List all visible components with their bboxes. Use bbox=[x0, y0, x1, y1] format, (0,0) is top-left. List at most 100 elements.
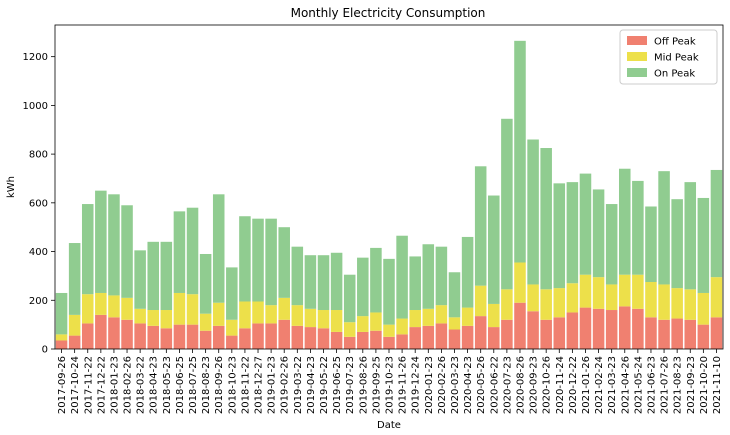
bar-on-peak-2017-10-24 bbox=[68, 243, 81, 315]
legend-swatch-mid-peak bbox=[627, 52, 647, 61]
x-tick-label: 2020-05-26 bbox=[476, 356, 487, 414]
x-tick-label: 2021-04-26 bbox=[620, 356, 631, 414]
x-tick-label: 2019-01-23 bbox=[267, 356, 278, 414]
x-tick-label: 2021-02-24 bbox=[594, 356, 605, 414]
legend-label-on-peak: On Peak bbox=[654, 69, 695, 80]
bar-off-peak-2021-11-10 bbox=[710, 317, 723, 349]
x-tick-label: 2019-07-23 bbox=[345, 356, 356, 414]
bar-mid-peak-2021-03-23 bbox=[605, 284, 618, 311]
bar-mid-peak-2020-01-23 bbox=[422, 308, 435, 326]
bar-off-peak-2021-08-23 bbox=[671, 318, 683, 349]
bar-off-peak-2019-07-23 bbox=[343, 336, 356, 349]
bar-off-peak-2021-06-23 bbox=[645, 317, 657, 349]
x-tick-label: 2020-02-26 bbox=[437, 356, 448, 414]
bar-mid-peak-2018-01-23 bbox=[108, 295, 120, 318]
bar-mid-peak-2021-05-24 bbox=[632, 274, 644, 309]
bar-off-peak-2021-09-23 bbox=[684, 319, 697, 349]
legend-swatch-on-peak bbox=[627, 68, 647, 77]
bar-mid-peak-2020-08-26 bbox=[514, 262, 526, 303]
bar-mid-peak-2020-03-23 bbox=[448, 317, 461, 330]
bar-off-peak-2020-10-26 bbox=[540, 319, 552, 349]
x-tick-label: 2020-01-23 bbox=[424, 356, 435, 414]
bar-off-peak-2019-12-24 bbox=[409, 327, 421, 349]
bar-mid-peak-2019-09-25 bbox=[370, 312, 382, 331]
bar-off-peak-2021-05-24 bbox=[632, 308, 644, 349]
x-axis-label: Date bbox=[377, 420, 401, 431]
bar-off-peak-2021-10-20 bbox=[697, 324, 710, 349]
bar-on-peak-2017-11-22 bbox=[81, 204, 94, 295]
bar-off-peak-2018-11-22 bbox=[239, 328, 251, 349]
x-tick-label: 2017-11-22 bbox=[83, 356, 94, 414]
bar-mid-peak-2019-04-23 bbox=[304, 308, 317, 328]
bar-on-peak-2018-05-23 bbox=[160, 241, 173, 311]
bar-mid-peak-2020-10-26 bbox=[540, 289, 552, 320]
bar-mid-peak-2018-08-23 bbox=[199, 313, 212, 331]
bar-on-peak-2019-05-22 bbox=[317, 255, 330, 311]
y-tick-label: 1000 bbox=[23, 101, 48, 112]
bar-off-peak-2019-11-26 bbox=[396, 334, 408, 349]
bar-mid-peak-2021-08-23 bbox=[671, 288, 683, 319]
bar-on-peak-2020-10-26 bbox=[540, 148, 552, 290]
bar-off-peak-2021-03-23 bbox=[605, 310, 618, 349]
x-tick-label: 2021-08-23 bbox=[673, 356, 684, 414]
x-tick-label: 2021-09-23 bbox=[686, 356, 697, 414]
bar-mid-peak-2020-02-26 bbox=[435, 305, 448, 324]
bar-on-peak-2018-06-25 bbox=[173, 211, 186, 293]
bar-mid-peak-2021-06-23 bbox=[645, 282, 657, 318]
bar-on-peak-2018-01-23 bbox=[108, 194, 120, 296]
bar-mid-peak-2017-09-26 bbox=[55, 334, 68, 341]
x-tick-label: 2018-09-26 bbox=[214, 356, 225, 414]
x-tick-label: 2019-12-24 bbox=[411, 356, 422, 414]
bar-on-peak-2017-12-22 bbox=[95, 190, 107, 293]
bar-on-peak-2021-09-23 bbox=[684, 182, 697, 290]
bar-mid-peak-2019-02-26 bbox=[278, 297, 290, 320]
x-tick-label: 2020-10-26 bbox=[542, 356, 553, 414]
plot-frame bbox=[54, 24, 724, 350]
bar-off-peak-2020-02-26 bbox=[435, 323, 448, 349]
bar-mid-peak-2020-06-22 bbox=[488, 303, 500, 328]
bar-on-peak-2020-02-26 bbox=[435, 246, 448, 306]
bar-mid-peak-2020-12-22 bbox=[566, 283, 579, 313]
x-tick-label: 2021-11-10 bbox=[712, 356, 723, 414]
bar-mid-peak-2019-07-23 bbox=[343, 322, 356, 337]
bar-on-peak-2019-03-22 bbox=[291, 246, 304, 306]
bar-on-peak-2021-11-10 bbox=[710, 169, 723, 278]
bar-off-peak-2020-11-24 bbox=[553, 317, 566, 349]
bar-mid-peak-2018-10-23 bbox=[226, 319, 238, 336]
bar-off-peak-2020-05-26 bbox=[474, 316, 487, 349]
bar-off-peak-2018-01-23 bbox=[108, 317, 120, 349]
bar-on-peak-2020-12-22 bbox=[566, 182, 579, 284]
bar-mid-peak-2019-05-22 bbox=[317, 310, 330, 329]
legend-label-off-peak: Off Peak bbox=[654, 37, 696, 48]
x-tick-label: 2021-03-23 bbox=[607, 356, 618, 414]
x-tick-label: 2019-05-22 bbox=[319, 356, 330, 414]
bar-mid-peak-2018-09-26 bbox=[212, 302, 225, 326]
bar-mid-peak-2019-01-23 bbox=[265, 305, 277, 324]
bar-off-peak-2018-09-26 bbox=[212, 325, 225, 349]
bar-off-peak-2017-09-26 bbox=[55, 340, 68, 349]
bar-off-peak-2018-07-25 bbox=[186, 324, 199, 349]
bar-on-peak-2021-08-23 bbox=[671, 199, 683, 289]
bar-off-peak-2019-01-23 bbox=[265, 323, 277, 349]
legend: Off Peak Mid Peak On Peak bbox=[619, 29, 718, 85]
bar-on-peak-2020-05-26 bbox=[474, 166, 487, 286]
bar-on-peak-2018-10-23 bbox=[226, 267, 238, 320]
bar-on-peak-2019-02-26 bbox=[278, 227, 290, 298]
bar-mid-peak-2019-06-25 bbox=[330, 310, 343, 332]
bar-mid-peak-2021-09-23 bbox=[684, 289, 697, 320]
bar-mid-peak-2019-10-23 bbox=[383, 324, 395, 337]
bar-on-peak-2020-09-23 bbox=[527, 139, 539, 285]
bar-on-peak-2018-08-23 bbox=[199, 253, 212, 314]
bar-off-peak-2019-06-25 bbox=[330, 331, 343, 349]
x-tick-label: 2018-10-23 bbox=[227, 356, 238, 414]
bar-off-peak-2021-01-26 bbox=[579, 307, 592, 349]
x-tick-label: 2019-06-25 bbox=[332, 356, 343, 414]
bar-on-peak-2019-08-26 bbox=[357, 257, 369, 317]
bar-off-peak-2021-07-26 bbox=[658, 319, 670, 349]
bar-on-peak-2019-10-23 bbox=[383, 258, 395, 325]
bar-mid-peak-2018-12-27 bbox=[252, 301, 264, 324]
bar-on-peak-2020-08-26 bbox=[514, 40, 526, 263]
x-tick-label: 2019-08-26 bbox=[358, 356, 369, 414]
x-tick-label: 2019-10-23 bbox=[385, 356, 396, 414]
x-tick-label: 2018-12-27 bbox=[254, 356, 265, 414]
